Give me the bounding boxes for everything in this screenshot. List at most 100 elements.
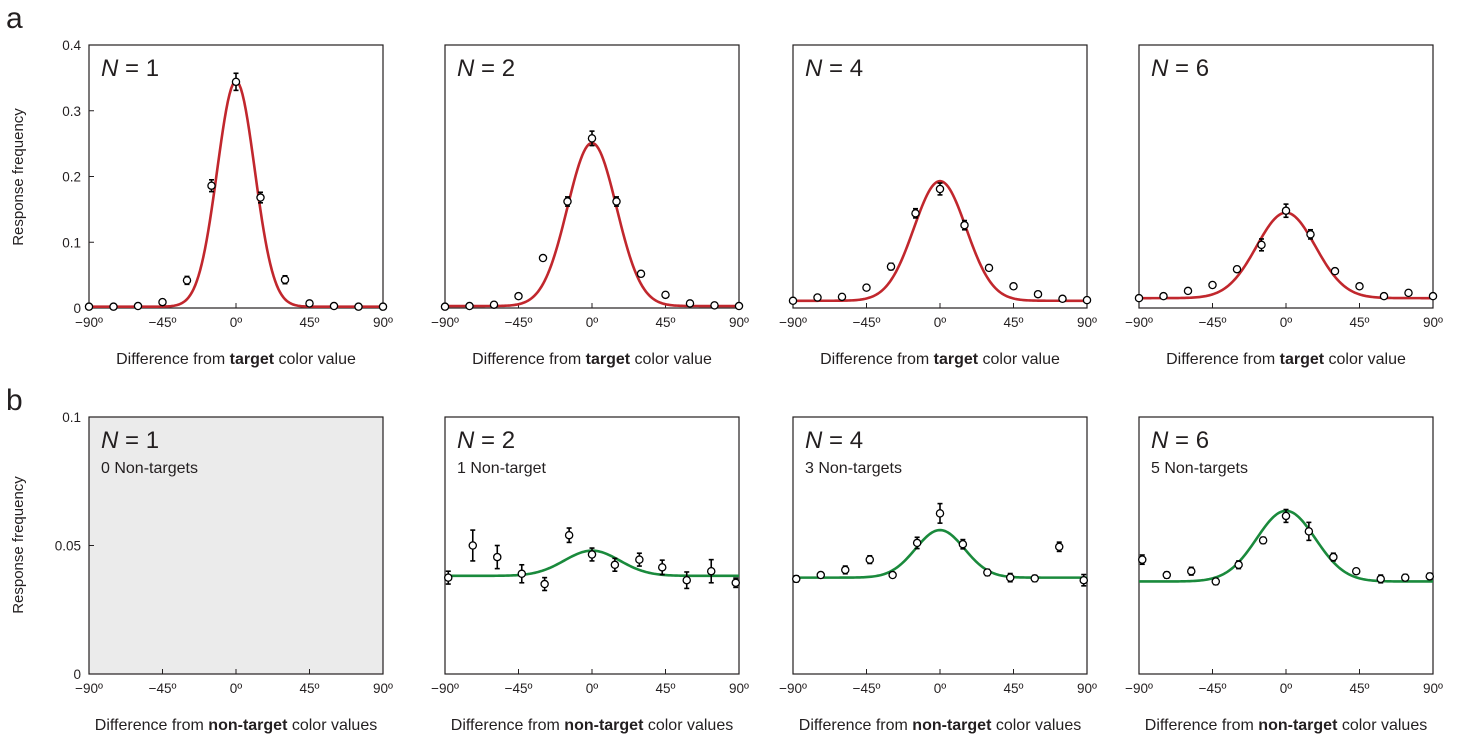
data-point (731, 578, 740, 588)
panel-sublabel: 1 Non-target (457, 460, 546, 477)
y-tick-label: 0.3 (62, 104, 81, 119)
data-point-group (1304, 521, 1314, 542)
x-axis-label-part: color value (1324, 351, 1406, 368)
x-axis-label-part: color values (643, 717, 733, 734)
x-tick-label: −45º (1199, 315, 1227, 330)
data-point (958, 539, 968, 549)
x-axis-label: Difference from target color value (820, 351, 1060, 368)
row-b-ylabel: Response frequency (10, 476, 27, 614)
data-point-group (1404, 288, 1413, 298)
data-point (1208, 280, 1217, 290)
data-point-group (1162, 570, 1172, 580)
data-point (354, 302, 363, 311)
data-point-group (888, 570, 897, 580)
data-point-group (1376, 574, 1385, 584)
data-point-group (440, 302, 450, 311)
data-point (1211, 577, 1221, 586)
panel-label-variable: N (1151, 55, 1169, 82)
data-point-group (109, 302, 118, 311)
panel-label: N = 6 (1151, 55, 1209, 82)
data-point (1281, 206, 1291, 215)
data-point (1005, 573, 1015, 582)
y-tick-label: 0.05 (55, 539, 81, 554)
data-point (84, 302, 94, 311)
plot-frame (88, 416, 384, 675)
data-point-group (1306, 228, 1315, 240)
data-point (888, 570, 897, 580)
data-point (792, 574, 801, 584)
data-point (440, 302, 450, 311)
data-point (710, 301, 719, 310)
data-point (182, 276, 192, 285)
data-point (1033, 289, 1043, 299)
x-tick-label: 90º (729, 681, 749, 696)
data-point (256, 193, 265, 202)
data-point (813, 293, 822, 302)
data-point-group (564, 527, 574, 544)
data-point-group (612, 196, 621, 207)
plot-frame (1138, 416, 1434, 675)
data-point-group (378, 302, 388, 311)
panel-b-3: −90º −45º 0º 45º 90º Difference from non-targ… (779, 416, 1097, 734)
x-tick-label: −90º (779, 681, 807, 696)
data-point (1376, 574, 1385, 584)
x-axis-label-part: Difference from (799, 717, 913, 734)
data-point-group (493, 544, 502, 570)
row-a-ylabel: Response frequency (10, 108, 27, 246)
data-point-group (1379, 291, 1389, 301)
data-point (1425, 572, 1434, 581)
x-tick-label: −45º (853, 315, 881, 330)
panel-label-value: = 1 (118, 427, 159, 454)
data-point (1009, 282, 1018, 291)
data-point-group (465, 301, 474, 311)
data-point (468, 541, 478, 550)
data-point-group (1400, 573, 1410, 582)
data-point-group (329, 301, 339, 311)
data-point (1351, 566, 1361, 576)
data-point-group (587, 130, 597, 147)
data-point-group (1082, 295, 1092, 305)
x-axis-label-part: Difference from (1145, 717, 1259, 734)
data-point-group (1009, 282, 1018, 291)
panel-a-2: −90º −45º 0º 45º 90º Difference from target c… (431, 44, 749, 368)
panel-letter-a: a (6, 2, 23, 35)
panel-label-value: = 2 (474, 55, 515, 82)
x-tick-label: −45º (1199, 681, 1227, 696)
data-point-group (935, 502, 945, 524)
x-axis-label-part: target (586, 351, 631, 368)
data-point (1257, 240, 1266, 250)
data-point-group (444, 570, 453, 585)
data-point-group (514, 291, 523, 301)
x-axis-label: Difference from target color value (472, 351, 712, 368)
panel-label-variable: N (101, 55, 119, 82)
data-point (862, 283, 871, 292)
data-point-group (1281, 508, 1291, 524)
data-point (1159, 291, 1168, 301)
data-point-group (710, 301, 719, 310)
x-axis-label-part: non-target (208, 717, 288, 734)
panel-label: N = 2 (457, 55, 515, 82)
panel-label-value: = 4 (822, 55, 863, 82)
data-point (1258, 536, 1268, 545)
x-axis-label-part: Difference from (116, 351, 230, 368)
panel-label-variable: N (457, 55, 475, 82)
x-tick-label: 90º (373, 315, 393, 330)
panel-label-variable: N (101, 427, 119, 454)
data-point-group (158, 297, 167, 307)
data-point-group (1030, 574, 1039, 583)
data-point-group (489, 300, 499, 309)
data-point-group (788, 296, 798, 306)
data-point (1379, 291, 1389, 301)
data-point-group (911, 207, 920, 219)
x-tick-label: −90º (431, 681, 459, 696)
data-point (886, 262, 896, 271)
x-tick-label: 45º (1004, 315, 1024, 330)
x-axis-label-part: non-target (564, 717, 644, 734)
data-point-group (133, 301, 143, 311)
data-point-group (280, 274, 290, 285)
data-point-group (1005, 572, 1015, 583)
data-point (610, 560, 620, 570)
data-point (1306, 230, 1315, 239)
data-point (587, 550, 597, 559)
data-point-group (1138, 554, 1147, 566)
